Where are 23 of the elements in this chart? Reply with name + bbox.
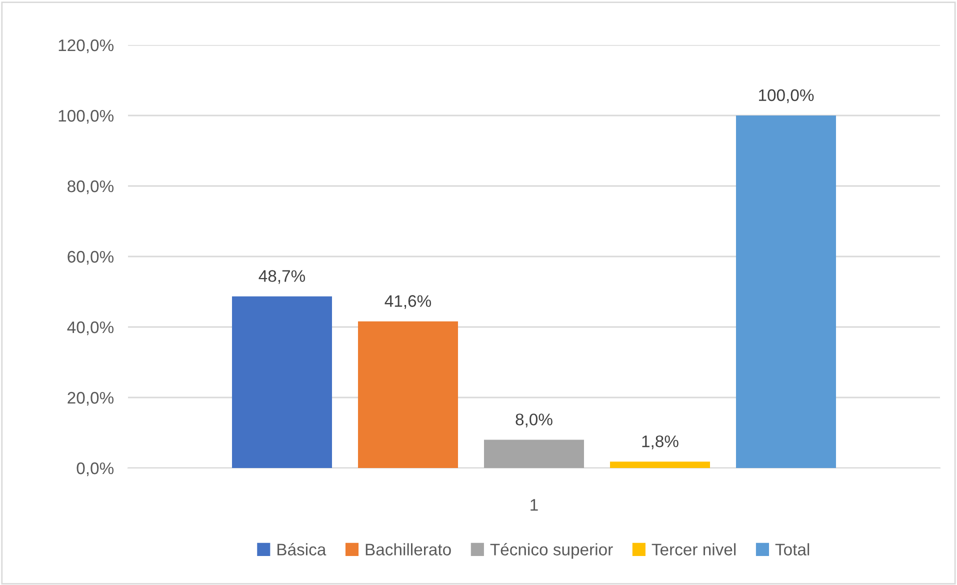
y-tick-label: 40,0%: [67, 321, 114, 336]
data-label: 8,0%: [516, 414, 552, 428]
bar: [610, 462, 710, 468]
bar: [232, 296, 332, 468]
legend-label: Total: [775, 543, 810, 556]
data-label: 41,6%: [384, 295, 432, 309]
bar: [358, 321, 458, 468]
data-label: 1,8%: [642, 435, 678, 450]
legend-label: Tercer nivel: [652, 543, 736, 556]
data-label: 48,7%: [258, 270, 306, 284]
bar: [736, 116, 836, 468]
bar: [484, 440, 584, 468]
y-tick-label: 80,0%: [68, 180, 114, 194]
y-tick-label: 120,0%: [58, 39, 114, 54]
legend-label: Bachillerato: [366, 543, 451, 556]
y-tick-label: 100,0%: [58, 110, 114, 124]
x-tick-label: 1: [530, 499, 538, 511]
legend-label: Técnico superior: [490, 543, 613, 559]
y-tick-label: 60,0%: [68, 250, 114, 265]
y-tick-label: 20,0%: [68, 392, 114, 406]
data-label: 100,0%: [759, 89, 814, 104]
y-tick-label: 0,0%: [76, 462, 114, 476]
legend-label: Básica: [278, 543, 326, 556]
